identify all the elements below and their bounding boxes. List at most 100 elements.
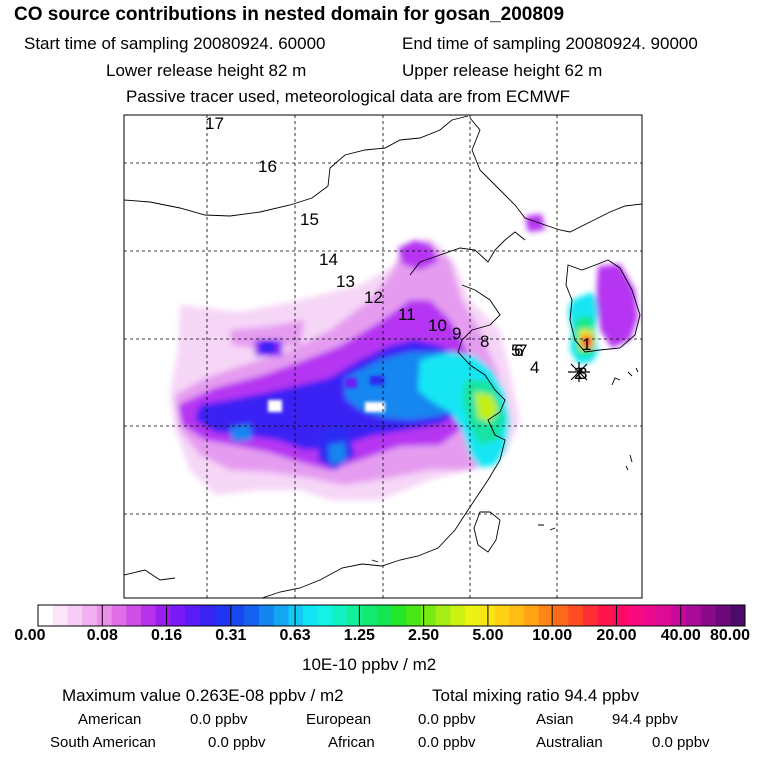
colorbar-swatch bbox=[450, 605, 466, 626]
max-value: Maximum value 0.263E-08 ppbv / m2 bbox=[62, 686, 344, 705]
trajectory-label: 9 bbox=[452, 324, 461, 343]
concentration-field bbox=[170, 214, 638, 500]
colorbar-swatch bbox=[715, 605, 731, 626]
trajectory-label: 11 bbox=[398, 305, 416, 324]
total-mixing-ratio: Total mixing ratio 94.4 ppbv bbox=[432, 686, 639, 705]
start-time: Start time of sampling 20080924. 60000 bbox=[24, 34, 326, 53]
colorbar-swatch bbox=[538, 605, 555, 626]
trajectory-label: 10 bbox=[428, 316, 447, 335]
australian-value: 0.0 ppbv bbox=[652, 734, 710, 751]
trajectory-label: 15 bbox=[300, 210, 319, 229]
colorbar-swatch bbox=[273, 605, 289, 626]
colorbar-tick-label: 0.31 bbox=[215, 627, 247, 644]
colorbar-swatch bbox=[52, 605, 68, 626]
colorbar-tick-label: 40.00 bbox=[660, 627, 701, 644]
colorbar-tick-label: 5.00 bbox=[472, 627, 504, 644]
african-label: African bbox=[328, 734, 375, 751]
colorbar-swatch bbox=[362, 605, 378, 626]
trajectory-label: 6 bbox=[514, 341, 523, 360]
tracer-note: Passive tracer used, meteorological data… bbox=[126, 87, 571, 106]
colorbar-swatch bbox=[111, 605, 127, 626]
map-title: CO source contributions in nested domain… bbox=[14, 4, 565, 25]
colorbar-swatch bbox=[524, 605, 540, 626]
australian-label: Australian bbox=[536, 734, 603, 751]
trajectory-label: 17 bbox=[205, 114, 224, 133]
colorbar-swatch bbox=[317, 605, 334, 626]
colorbar-swatch bbox=[332, 605, 348, 626]
asian-label: Asian bbox=[536, 711, 574, 728]
receptor-marker-icon bbox=[568, 362, 590, 382]
american-value: 0.0 ppbv bbox=[190, 711, 248, 728]
colorbar-swatch bbox=[612, 605, 628, 626]
asian-value: 94.4 ppbv bbox=[612, 711, 678, 728]
colorbar-swatch bbox=[200, 605, 216, 626]
european-value: 0.0 ppbv bbox=[418, 711, 476, 728]
colorbar-swatch bbox=[229, 605, 245, 626]
end-time: End time of sampling 20080924. 90000 bbox=[402, 34, 698, 53]
south-american-value: 0.0 ppbv bbox=[208, 734, 266, 751]
colorbar-swatch bbox=[347, 605, 363, 626]
colorbar-frame bbox=[37, 604, 746, 627]
colorbar-swatch bbox=[435, 605, 451, 626]
colorbar-swatch bbox=[582, 605, 599, 626]
colorbar-swatch bbox=[214, 605, 230, 626]
colorbar-swatch bbox=[258, 605, 275, 626]
colorbar-swatch bbox=[376, 605, 392, 626]
colorbar-swatch bbox=[730, 605, 746, 626]
trajectory-label: 5 bbox=[511, 341, 520, 360]
trajectory-label: 14 bbox=[319, 250, 338, 269]
colorbar-swatch bbox=[126, 605, 142, 626]
colorbar-swatch bbox=[686, 605, 702, 626]
trajectory-label: 7 bbox=[518, 341, 527, 360]
colorbar-swatch bbox=[671, 605, 687, 626]
colorbar-tick-label: 0.08 bbox=[86, 627, 118, 644]
colorbar-swatch bbox=[494, 605, 510, 626]
colorbar-units: 10E-10 ppbv / m2 bbox=[302, 655, 437, 674]
trajectory-label: 3 bbox=[578, 364, 587, 383]
trajectory-label: 4 bbox=[530, 358, 539, 377]
colorbar-tick-label: 10.00 bbox=[532, 627, 573, 644]
colorbar-tick-label: 20.00 bbox=[596, 627, 637, 644]
colorbar-tick-label: 2.50 bbox=[408, 627, 440, 644]
colorbar-swatch bbox=[288, 605, 304, 626]
trajectory-labels: 1 2 3 4 5 6 7 8 9 10 11 12 13 14 15 16 1… bbox=[205, 114, 591, 383]
colorbar-swatch bbox=[155, 605, 172, 626]
colorbar-swatch bbox=[465, 605, 481, 626]
colorbar-tick-label: 0.16 bbox=[150, 627, 183, 644]
graticule bbox=[124, 115, 642, 598]
colorbar-swatch bbox=[170, 605, 186, 626]
colorbar-swatch bbox=[627, 605, 643, 626]
colorbar-tick-label: 1.25 bbox=[343, 627, 375, 644]
colorbar bbox=[37, 604, 746, 627]
colorbar-tick-label: 0.63 bbox=[279, 627, 311, 644]
colorbar-tick-label: 0.00 bbox=[14, 627, 46, 644]
upper-release-height: Upper release height 62 m bbox=[402, 61, 603, 80]
trajectory-label: 8 bbox=[480, 332, 489, 351]
colorbar-swatch bbox=[38, 605, 54, 626]
colorbar-swatch bbox=[597, 605, 613, 626]
colorbar-swatch bbox=[391, 605, 407, 626]
european-label: European bbox=[306, 711, 372, 728]
trajectory-label: 1 bbox=[582, 335, 591, 354]
colorbar-swatch bbox=[185, 605, 201, 626]
colorbar-swatch bbox=[67, 605, 83, 626]
colorbar-swatch bbox=[141, 605, 157, 626]
colorbar-swatch bbox=[568, 605, 584, 626]
colorbar-swatch bbox=[553, 605, 569, 626]
colorbar-swatch bbox=[420, 605, 437, 626]
colorbar-swatch bbox=[509, 605, 525, 626]
trajectory-label: 12 bbox=[364, 288, 383, 307]
colorbar-swatch bbox=[641, 605, 658, 626]
colorbar-swatch bbox=[96, 605, 113, 626]
coastlines bbox=[124, 115, 642, 598]
trajectory-label: 2 bbox=[574, 364, 583, 383]
colorbar-swatch bbox=[656, 605, 672, 626]
south-american-label: South American bbox=[50, 734, 156, 751]
trajectory-label: 13 bbox=[336, 272, 355, 291]
lower-release-height: Lower release height 82 m bbox=[106, 61, 307, 80]
colorbar-swatch bbox=[700, 605, 717, 626]
colorbar-swatch bbox=[406, 605, 422, 626]
american-label: American bbox=[78, 711, 142, 728]
colorbar-tick-label: 80.00 bbox=[709, 627, 751, 644]
